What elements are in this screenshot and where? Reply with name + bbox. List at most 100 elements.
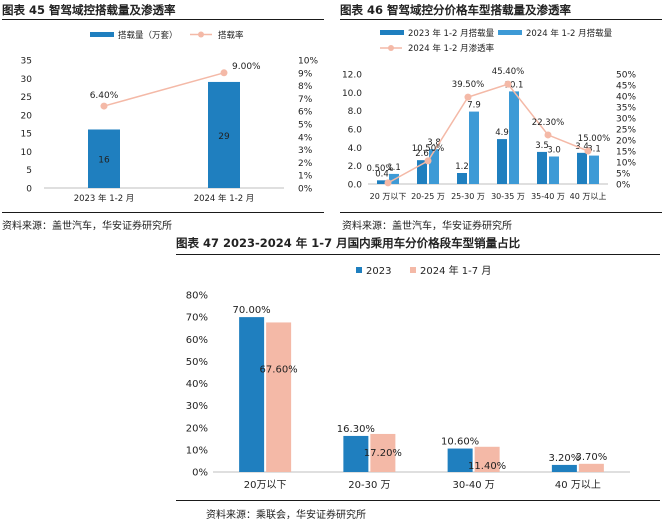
y2-tick-label: 35% [616, 104, 636, 114]
y2-tick-label: 5% [616, 170, 631, 180]
rate-data-label: 45.40% [492, 67, 524, 77]
bar-2024 [509, 91, 519, 184]
bar-data-label: 3.70% [575, 452, 607, 463]
legend-swatch-marker [198, 31, 204, 38]
bar-2023 [343, 435, 369, 472]
bar-2024 [578, 463, 604, 472]
x-tick-label: 35-40 万 [531, 192, 565, 201]
bar-data-label: 3.5 [535, 141, 549, 151]
figure-47-bottom-rule [176, 500, 660, 501]
bar-data-label: 2.6 [415, 149, 429, 159]
rate-line [103, 72, 225, 107]
figure-47-source: 资料来源：乘联会，华安证券研究所 [206, 510, 366, 521]
rate-data-label: 9.00% [232, 62, 261, 72]
bar-2023 [417, 160, 427, 184]
figure-46-bottom-rule [340, 212, 662, 213]
bar-data-label: 1.2 [455, 162, 469, 172]
y-tick-label: 12.0 [342, 71, 362, 81]
bar-data-label: 3.1 [587, 145, 601, 155]
x-tick-label: 30-35 万 [491, 192, 525, 201]
y2-tick-label: 7% [298, 95, 313, 105]
y2-tick-label: 30% [616, 115, 636, 125]
x-tick-label: 25-30 万 [451, 192, 485, 201]
rate-point [504, 80, 512, 88]
figure-45-bottom-rule [2, 212, 324, 213]
legend-swatch-2024 [410, 267, 416, 273]
bar-2023 [447, 448, 473, 472]
rate-line [387, 83, 589, 184]
rate-point [424, 157, 432, 165]
bar-data-label: 4.9 [495, 128, 509, 138]
bar-data-label: 1.1 [387, 163, 401, 173]
y2-tick-label: 1% [298, 172, 313, 182]
bar [88, 129, 120, 188]
rate-point [384, 179, 392, 187]
legend-label: 2024 年 1-7 月 [420, 264, 491, 277]
y2-tick-label: 3% [298, 146, 313, 156]
legend-label: 搭载率 [218, 30, 244, 41]
bar-2024 [429, 149, 439, 184]
rate-point [100, 102, 108, 110]
bar-data-label: 67.60% [260, 364, 298, 375]
y-tick-label: 15 [21, 130, 32, 140]
x-tick-label: 40 万以上 [555, 479, 601, 491]
bar-data-label: 3.20% [548, 453, 580, 464]
y-tick-label: 8.0 [348, 107, 363, 117]
y-tick-label: 10.0 [342, 89, 362, 99]
y2-tick-label: 2% [298, 159, 313, 169]
bar-2024 [370, 433, 396, 472]
y-tick-label: 40% [186, 379, 208, 390]
y-tick-label: 0% [192, 468, 208, 479]
y-tick-label: 30 [21, 75, 33, 85]
y-tick-label: 30% [186, 401, 208, 412]
legend-label: 2024 年 1-2 月渗透率 [408, 43, 495, 54]
y2-tick-label: 0% [616, 181, 631, 191]
figure-47-top-rule [176, 254, 660, 255]
x-tick-label: 2023 年 1-2 月 [74, 193, 135, 204]
y2-tick-label: 40% [616, 93, 636, 103]
figure-46-source: 资料来源：盖世汽车，华安证券研究所 [342, 221, 512, 232]
figure-46-top-rule [340, 19, 662, 20]
y-tick-label: 20% [186, 423, 208, 434]
bar-data-label: 16 [98, 156, 110, 166]
y2-tick-label: 25% [616, 126, 636, 136]
y2-tick-label: 6% [298, 108, 313, 118]
y2-tick-label: 10% [616, 159, 636, 169]
bar-2024 [549, 156, 559, 184]
y-tick-label: 80% [186, 291, 208, 302]
y2-tick-label: 50% [616, 71, 636, 81]
bar-2023 [577, 152, 587, 184]
figure-47-title: 图表 47 2023-2024 年 1-7 月国内乘用车分价格段车型销量占比 [176, 236, 521, 250]
bar-data-label: 29 [218, 132, 230, 142]
y-tick-label: 10% [186, 445, 208, 456]
bar-2024 [589, 155, 599, 184]
rate-point [220, 69, 228, 77]
y-tick-label: 10 [21, 148, 33, 158]
bar-2023 [537, 151, 547, 184]
bar-2023 [497, 139, 507, 184]
y-tick-label: 60% [186, 335, 208, 346]
rate-data-label: 39.50% [452, 80, 484, 90]
y-tick-label: 35 [21, 57, 32, 67]
legend-swatch-bar-2024 [498, 30, 522, 35]
y2-tick-label: 4% [298, 133, 313, 143]
legend-swatch-marker [388, 45, 394, 51]
y-tick-label: 20 [21, 111, 33, 121]
y2-tick-label: 45% [616, 82, 636, 92]
y-tick-label: 5 [26, 166, 32, 176]
rate-data-label: 6.40% [90, 91, 119, 101]
y2-tick-label: 0% [298, 185, 313, 195]
bar-2024 [469, 111, 479, 184]
y-tick-label: 50% [186, 357, 208, 368]
legend-swatch-bar-2023 [380, 30, 404, 35]
legend-swatch-2023 [356, 267, 362, 273]
x-tick-label: 20-30 万 [348, 480, 390, 491]
rate-data-label: 22.30% [532, 118, 564, 128]
rate-point [544, 131, 552, 139]
x-tick-label: 30-40 万 [453, 480, 495, 491]
x-tick-label: 2024 年 1-2 月 [194, 193, 255, 204]
bar-2023 [239, 317, 265, 472]
x-tick-label: 20万以下 [244, 480, 287, 491]
bar-2024 [266, 322, 292, 472]
